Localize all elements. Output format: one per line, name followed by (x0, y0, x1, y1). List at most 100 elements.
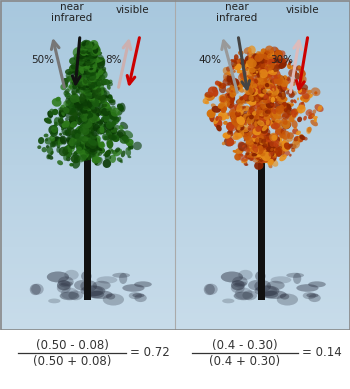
Ellipse shape (97, 61, 100, 65)
Ellipse shape (94, 93, 99, 98)
Ellipse shape (82, 66, 87, 72)
Ellipse shape (63, 91, 69, 96)
Ellipse shape (281, 118, 288, 125)
Ellipse shape (87, 138, 92, 142)
Ellipse shape (88, 146, 98, 155)
Ellipse shape (82, 43, 86, 46)
Ellipse shape (260, 57, 268, 64)
Ellipse shape (85, 50, 92, 58)
Ellipse shape (263, 142, 267, 145)
Ellipse shape (83, 114, 88, 120)
Ellipse shape (124, 130, 133, 138)
Ellipse shape (270, 62, 272, 66)
Ellipse shape (93, 83, 101, 89)
Ellipse shape (271, 96, 275, 103)
Ellipse shape (88, 50, 98, 60)
Ellipse shape (85, 54, 89, 59)
Ellipse shape (273, 86, 279, 92)
Ellipse shape (230, 83, 237, 91)
Ellipse shape (248, 98, 257, 106)
Ellipse shape (261, 74, 266, 79)
Ellipse shape (81, 53, 88, 60)
Ellipse shape (93, 98, 98, 105)
Ellipse shape (269, 84, 273, 88)
Ellipse shape (63, 78, 69, 85)
Ellipse shape (264, 59, 270, 65)
Ellipse shape (238, 87, 244, 93)
Ellipse shape (76, 72, 79, 77)
Ellipse shape (86, 72, 94, 81)
Ellipse shape (85, 78, 89, 83)
Ellipse shape (93, 98, 101, 106)
Ellipse shape (89, 150, 94, 157)
Ellipse shape (253, 92, 258, 97)
Ellipse shape (205, 101, 209, 104)
Ellipse shape (75, 132, 80, 137)
Ellipse shape (91, 81, 97, 87)
Ellipse shape (90, 119, 93, 123)
Ellipse shape (50, 141, 56, 148)
Ellipse shape (94, 97, 101, 103)
Ellipse shape (273, 140, 279, 147)
Ellipse shape (96, 82, 100, 88)
Ellipse shape (90, 94, 97, 100)
Ellipse shape (262, 67, 269, 75)
Ellipse shape (73, 105, 77, 109)
Ellipse shape (259, 143, 267, 150)
Ellipse shape (259, 82, 265, 89)
Ellipse shape (86, 75, 90, 79)
Ellipse shape (262, 143, 270, 150)
Ellipse shape (109, 135, 115, 140)
Ellipse shape (99, 106, 107, 116)
Ellipse shape (227, 81, 233, 86)
Ellipse shape (65, 93, 71, 98)
Ellipse shape (74, 54, 79, 61)
Ellipse shape (238, 128, 244, 138)
Ellipse shape (293, 70, 297, 74)
Ellipse shape (85, 51, 90, 55)
Ellipse shape (83, 79, 90, 86)
Ellipse shape (75, 72, 82, 81)
Ellipse shape (38, 137, 44, 144)
Ellipse shape (92, 135, 101, 143)
Ellipse shape (260, 94, 270, 103)
Ellipse shape (89, 88, 95, 93)
Ellipse shape (80, 123, 86, 128)
Ellipse shape (83, 95, 86, 97)
Ellipse shape (270, 144, 276, 150)
Ellipse shape (64, 83, 68, 88)
Ellipse shape (93, 67, 100, 74)
Ellipse shape (91, 84, 94, 90)
Ellipse shape (102, 114, 107, 118)
Ellipse shape (234, 79, 240, 84)
Ellipse shape (292, 91, 297, 96)
Ellipse shape (87, 101, 90, 104)
Ellipse shape (275, 47, 278, 51)
Ellipse shape (58, 110, 66, 117)
Ellipse shape (79, 115, 86, 122)
Ellipse shape (255, 112, 261, 119)
Ellipse shape (252, 104, 255, 107)
Ellipse shape (88, 57, 97, 62)
Ellipse shape (260, 61, 264, 65)
Ellipse shape (50, 142, 55, 147)
Ellipse shape (267, 68, 277, 75)
Ellipse shape (204, 93, 209, 100)
Ellipse shape (117, 157, 122, 162)
Ellipse shape (76, 74, 84, 82)
Ellipse shape (299, 84, 308, 91)
Ellipse shape (236, 87, 240, 91)
Ellipse shape (84, 48, 92, 56)
Ellipse shape (258, 86, 265, 94)
Ellipse shape (51, 138, 61, 144)
Ellipse shape (259, 111, 264, 115)
Ellipse shape (78, 96, 84, 104)
Ellipse shape (277, 58, 281, 61)
Ellipse shape (84, 140, 89, 145)
Ellipse shape (85, 40, 92, 49)
Ellipse shape (87, 291, 104, 298)
Ellipse shape (270, 91, 277, 98)
Ellipse shape (89, 47, 95, 54)
Ellipse shape (94, 90, 99, 95)
Ellipse shape (261, 65, 269, 72)
